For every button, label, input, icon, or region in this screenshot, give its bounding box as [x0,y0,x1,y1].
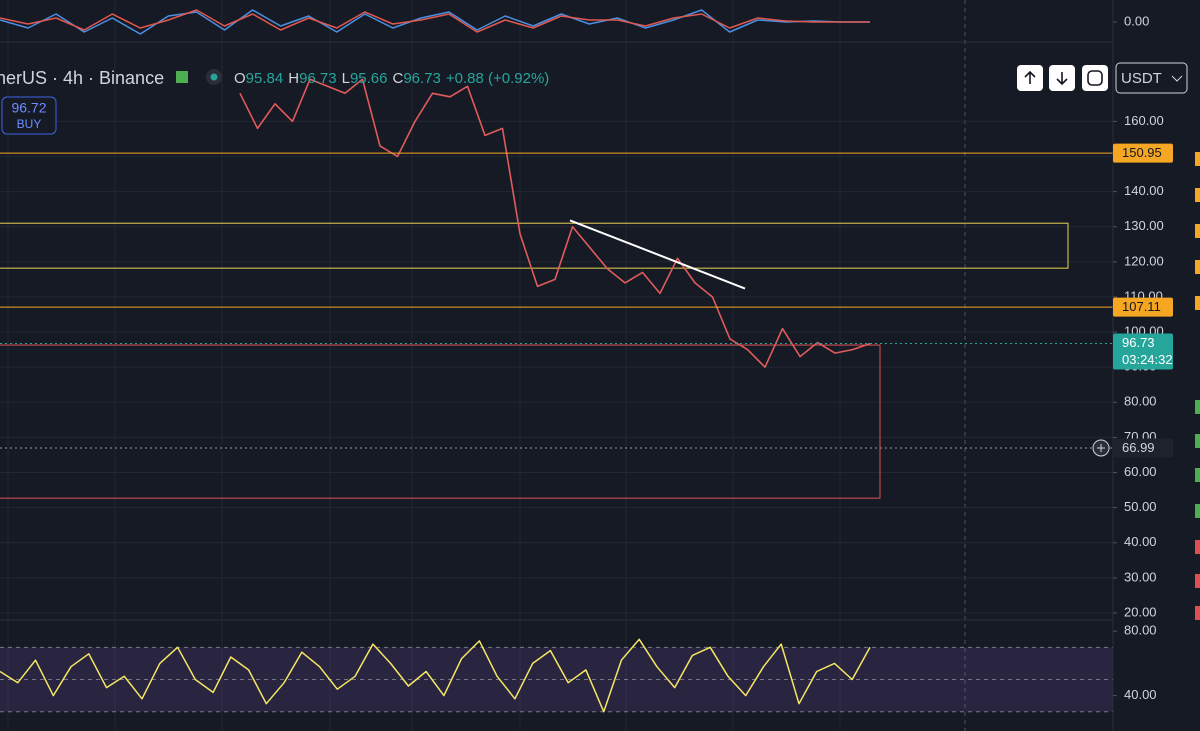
y-tick-label: 140.00 [1124,183,1164,198]
change: +0.88 (+0.92%) [446,70,549,87]
rsi-line [0,638,871,713]
market-icon [176,71,188,83]
level-tag [1113,438,1173,458]
side-markers [1195,152,1200,620]
ohlc-values: O95.84 H96.73 L95.66 C96.73 +0.88 (+0.92%) [234,70,549,87]
status-dot [210,73,218,81]
symbol-title: nerUS · 4h · Binance [0,68,164,88]
y-tick-label: 80.00 [1124,394,1157,409]
y-tick-label: 40.00 [1124,534,1157,549]
grid [7,0,966,731]
price-panel [0,78,1113,614]
price-line [239,78,871,368]
up-icon [1024,70,1036,84]
level-label: 150.95 [1122,145,1162,160]
add-icon [1097,443,1105,452]
ohlc-value: 96.73 [403,70,441,87]
ohlc-label: C [393,70,404,87]
ohlc-label: O [234,70,246,87]
oscillator-panel [0,9,870,35]
order-box[interactable] [1,96,57,135]
currency: USDT [1121,70,1162,87]
oscillator-line [0,9,870,35]
y-tick-label: 120.00 [1124,253,1164,268]
rsi-panel [0,638,1113,713]
level-label: 66.99 [1122,440,1155,455]
order-side: BUY [17,117,42,131]
level-tag [1113,297,1173,317]
y-tick-label: 20.00 [1124,604,1157,619]
header: nerUS · 4h · Binance O95.84 H96.73 L95.66 C… [0,62,1188,135]
trendline [569,219,746,290]
oscillator-line [0,9,870,33]
y-tick-label: 80.00 [1124,623,1157,638]
ohlc-label: H [288,70,299,87]
order-price: 96.72 [11,100,46,116]
dropdown-icon [1171,75,1183,82]
ohlc-label: L [342,70,350,87]
swap-icon [1087,70,1103,86]
level-label: 107.11 [1122,299,1161,314]
down-icon [1056,72,1068,86]
level-tag [1113,333,1173,370]
y-tick-label: 130.00 [1124,218,1164,233]
countdown: 03:24:32 [1122,352,1173,367]
zone [0,344,881,499]
swap-button[interactable] [1082,65,1108,91]
level-label: 96.73 [1122,335,1155,350]
ohlc-value: 96.73 [299,70,337,87]
price-axis: 0.0020.0030.0040.0050.0060.0070.0080.009… [1092,13,1173,702]
zone [0,222,1069,269]
y-tick-label: 30.00 [1124,569,1157,584]
y-tick-label: 40.00 [1124,687,1157,702]
y-tick-label: 50.00 [1124,499,1157,514]
y-tick-label: 160.00 [1124,113,1164,128]
currency-select[interactable] [1115,62,1188,94]
y-tick-label: 0.00 [1124,13,1149,28]
ohlc-value: 95.84 [246,70,284,87]
ohlc-value: 95.66 [350,70,388,87]
level-tag [1113,143,1173,163]
y-tick-label: 60.00 [1124,464,1157,479]
